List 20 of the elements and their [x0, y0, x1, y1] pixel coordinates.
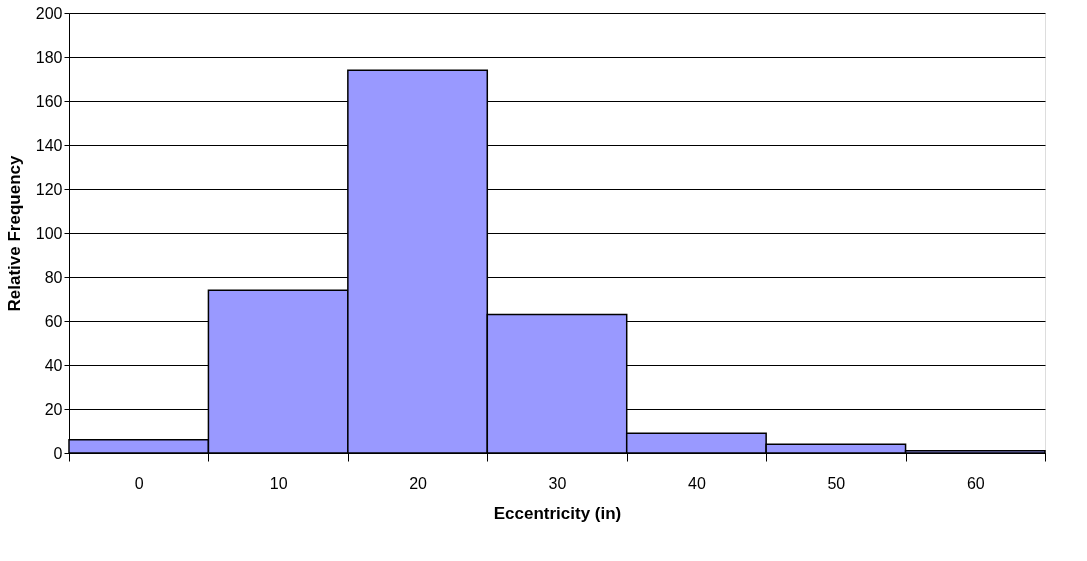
y-tick-label: 20	[44, 400, 63, 418]
y-tick-label: 100	[35, 224, 63, 242]
y-tick-label: 40	[44, 356, 63, 374]
x-tick-label: 10	[269, 474, 288, 492]
y-tick-label: 140	[35, 136, 63, 154]
y-axis-title: Relative Frequency	[4, 155, 24, 312]
x-tick-label: 40	[688, 474, 706, 492]
x-tick-label: 50	[827, 474, 846, 492]
x-tick-label: 30	[548, 474, 567, 492]
x-axis-title: Eccentricity (in)	[493, 503, 622, 523]
x-tick-label: 20	[409, 474, 428, 492]
y-tick-label: 0	[53, 444, 63, 462]
y-tick-label: 160	[35, 92, 63, 110]
x-tick-label: 0	[134, 474, 144, 492]
y-tick-label: 120	[35, 180, 63, 198]
x-tick-label: 60	[966, 474, 985, 492]
y-tick-label: 180	[35, 48, 63, 66]
y-tick-label: 60	[44, 312, 63, 330]
y-tick-label: 200	[35, 4, 63, 22]
y-tick-label: 80	[44, 268, 63, 286]
